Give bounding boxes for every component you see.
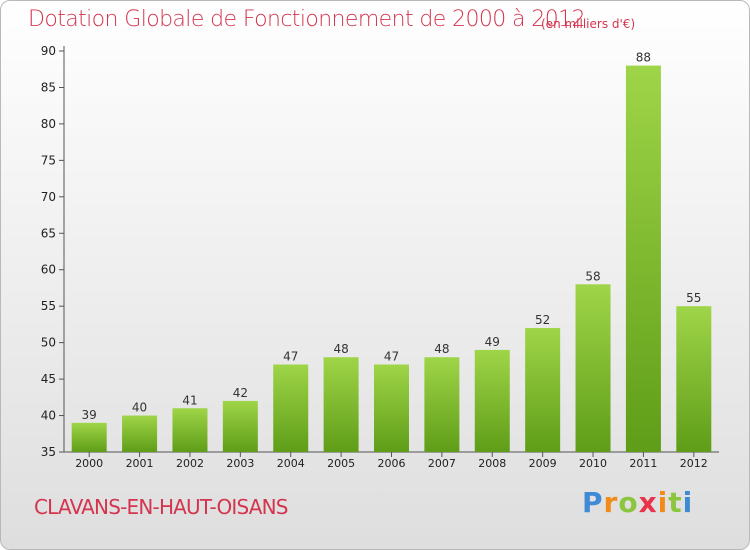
bar-value-label: 40 xyxy=(132,401,147,415)
bar-value-label: 58 xyxy=(585,269,600,283)
x-tick-label: 2009 xyxy=(529,457,557,470)
logo-letter: r xyxy=(603,486,619,519)
logo-letter: t xyxy=(668,486,683,519)
bar xyxy=(575,284,611,452)
bar xyxy=(424,357,460,452)
x-tick-label: 2012 xyxy=(680,457,708,470)
bar-value-label: 49 xyxy=(485,335,500,349)
x-tick-label: 2000 xyxy=(75,457,103,470)
bar xyxy=(122,415,158,452)
bar xyxy=(222,400,258,452)
x-tick-label: 2001 xyxy=(126,457,154,470)
unit-note: (en milliers d'€) xyxy=(541,17,636,31)
bar xyxy=(323,357,359,452)
logo-letter: x xyxy=(638,486,658,519)
x-tick-label: 2010 xyxy=(579,457,607,470)
x-tick-label: 2004 xyxy=(277,457,305,470)
bar xyxy=(374,364,409,452)
x-tick-label: 2002 xyxy=(176,457,204,470)
bar-value-label: 41 xyxy=(182,393,197,407)
y-tick-label: 60 xyxy=(41,263,56,277)
axes: 35 40 45 50 55 60 65 70 75 80 85 90 2000 2001 2002 2003… xyxy=(41,44,719,470)
bar-value-label: 88 xyxy=(636,51,651,65)
x-tick-label: 2006 xyxy=(378,457,406,470)
y-tick-label: 65 xyxy=(41,226,56,240)
y-tick-label: 75 xyxy=(41,153,56,167)
bar xyxy=(273,364,309,452)
chart-title: Dotation Globale de Fonctionnement de 20… xyxy=(28,7,586,32)
bar-value-label: 52 xyxy=(535,313,550,327)
bar-value-label: 42 xyxy=(233,386,248,400)
bar-value-label: 39 xyxy=(82,408,97,422)
y-tick-label: 80 xyxy=(41,117,56,131)
bar xyxy=(474,349,510,452)
bar-value-label: 48 xyxy=(434,342,449,356)
proxiti-logo[interactable]: Proxiti xyxy=(582,486,693,519)
bar-value-label: 47 xyxy=(384,350,399,364)
commune-name: CLAVANS-EN-HAUT-OISANS xyxy=(34,495,289,519)
bars: 39 40 41 42 47 48 47 48 49 52 58 88 55 xyxy=(71,51,712,452)
logo-letter: i xyxy=(682,486,694,519)
bar xyxy=(625,65,661,452)
x-tick-label: 2005 xyxy=(327,457,355,470)
y-tick-label: 85 xyxy=(41,80,56,94)
bar xyxy=(71,422,107,452)
y-tick-label: 70 xyxy=(41,190,56,204)
y-tick-label: 40 xyxy=(41,409,56,423)
x-tick-label: 2003 xyxy=(226,457,254,470)
x-tick-label: 2007 xyxy=(428,457,456,470)
logo-letter: o xyxy=(618,486,639,519)
x-tick-label: 2008 xyxy=(478,457,506,470)
bar-value-label: 55 xyxy=(686,291,701,305)
bar xyxy=(525,328,561,452)
logo-letter: P xyxy=(582,486,604,519)
y-tick-label: 50 xyxy=(41,336,56,350)
x-tick-label: 2011 xyxy=(629,457,657,470)
y-tick-label: 55 xyxy=(41,299,56,313)
bar xyxy=(676,306,712,452)
y-tick-label: 35 xyxy=(41,445,56,459)
bar-value-label: 47 xyxy=(283,350,298,364)
y-tick-label: 45 xyxy=(41,372,56,386)
bar-value-label: 48 xyxy=(333,342,348,356)
y-tick-label: 90 xyxy=(41,44,56,58)
logo-letter: i xyxy=(657,486,669,519)
bar xyxy=(172,408,208,452)
